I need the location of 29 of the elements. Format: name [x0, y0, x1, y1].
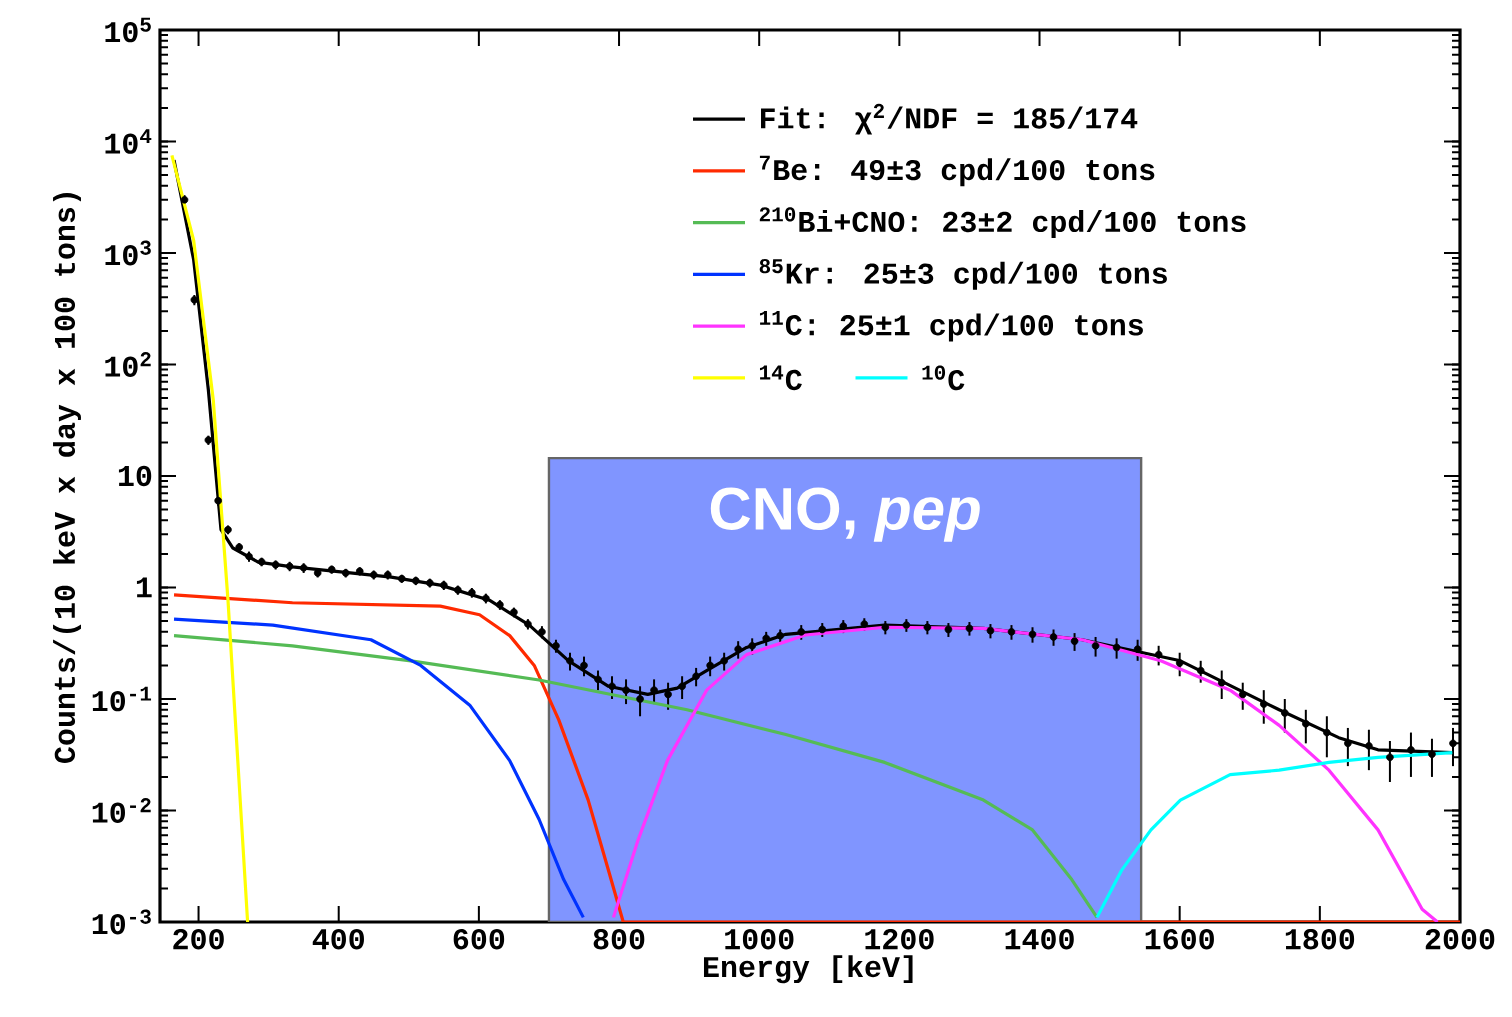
- y-tick-label: 10$^{2}$: [105, 352, 151, 377]
- y-tick-label: 10$^{-1}$: [92, 686, 152, 712]
- x-tick-label: 1000: [725, 929, 794, 950]
- x-tick-label: 200: [173, 929, 224, 950]
- x-tick-label: 1200: [865, 929, 934, 950]
- x-tick-label: 1800: [1285, 929, 1355, 950]
- y-tick-label: 1: [136, 577, 152, 598]
- x-tick-label: 1600: [1145, 929, 1214, 950]
- x-tick-label: 2000: [1425, 929, 1495, 950]
- legend-label: $^{210}$Bi+CNO: 23±2 cpd/100 tons: [759, 207, 1246, 239]
- legend-label: $^{14}$C: [759, 365, 802, 391]
- y-axis-title: Counts/(10 keV x day x 100 tons): [53, 193, 81, 763]
- x-axis-title: Energy [keV]: [703, 955, 913, 984]
- x-tick-label: 600: [453, 929, 505, 950]
- legend-label: $^{85}$Kr: 25±3 cpd/100 tons: [759, 259, 1167, 290]
- y-tick-label: 10$^{3}$: [105, 240, 151, 266]
- legend-label: Fit: χ$^{2}$/NDF = 185/174: [761, 103, 1138, 135]
- y-tick-label: 10$^{5}$: [105, 17, 151, 43]
- x-tick-label: 1400: [1005, 929, 1074, 950]
- x-tick-label: 400: [312, 929, 364, 950]
- legend-label: $^{7}$Be: 49±3 cpd/100 tons: [759, 155, 1155, 187]
- legend-label: $^{11}$C: 25±1 cpd/100 tons: [759, 310, 1143, 342]
- band-label: CNO, pep: [710, 487, 980, 542]
- y-tick-label: 10$^{-3}$: [92, 909, 151, 935]
- y-tick-label: 10$^{-2}$: [92, 798, 151, 823]
- y-tick-label: 10: [118, 465, 152, 487]
- y-tick-label: 10$^{4}$: [105, 129, 152, 154]
- legend-label: $^{10}$C: [922, 365, 965, 391]
- x-tick-label: 800: [593, 929, 645, 950]
